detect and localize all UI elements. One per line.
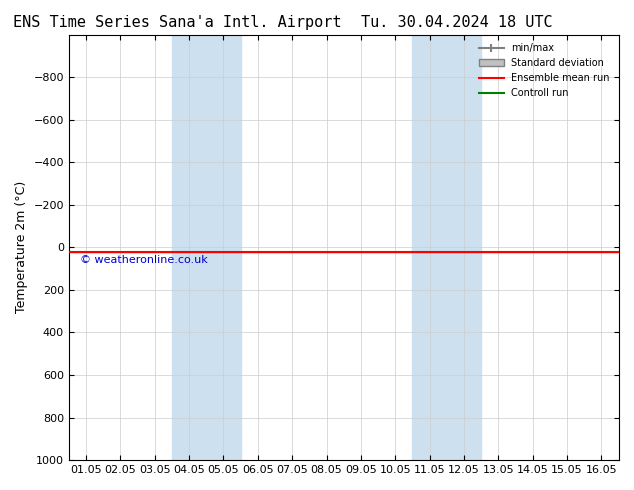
Y-axis label: Temperature 2m (°C): Temperature 2m (°C) bbox=[15, 181, 28, 314]
Text: Tu. 30.04.2024 18 UTC: Tu. 30.04.2024 18 UTC bbox=[361, 15, 552, 30]
Bar bbox=[413, 35, 481, 460]
Text: ENS Time Series Sana'a Intl. Airport: ENS Time Series Sana'a Intl. Airport bbox=[13, 15, 342, 30]
Text: © weatheronline.co.uk: © weatheronline.co.uk bbox=[80, 255, 208, 265]
Bar bbox=[172, 35, 241, 460]
Legend: min/max, Standard deviation, Ensemble mean run, Controll run: min/max, Standard deviation, Ensemble me… bbox=[476, 40, 614, 102]
